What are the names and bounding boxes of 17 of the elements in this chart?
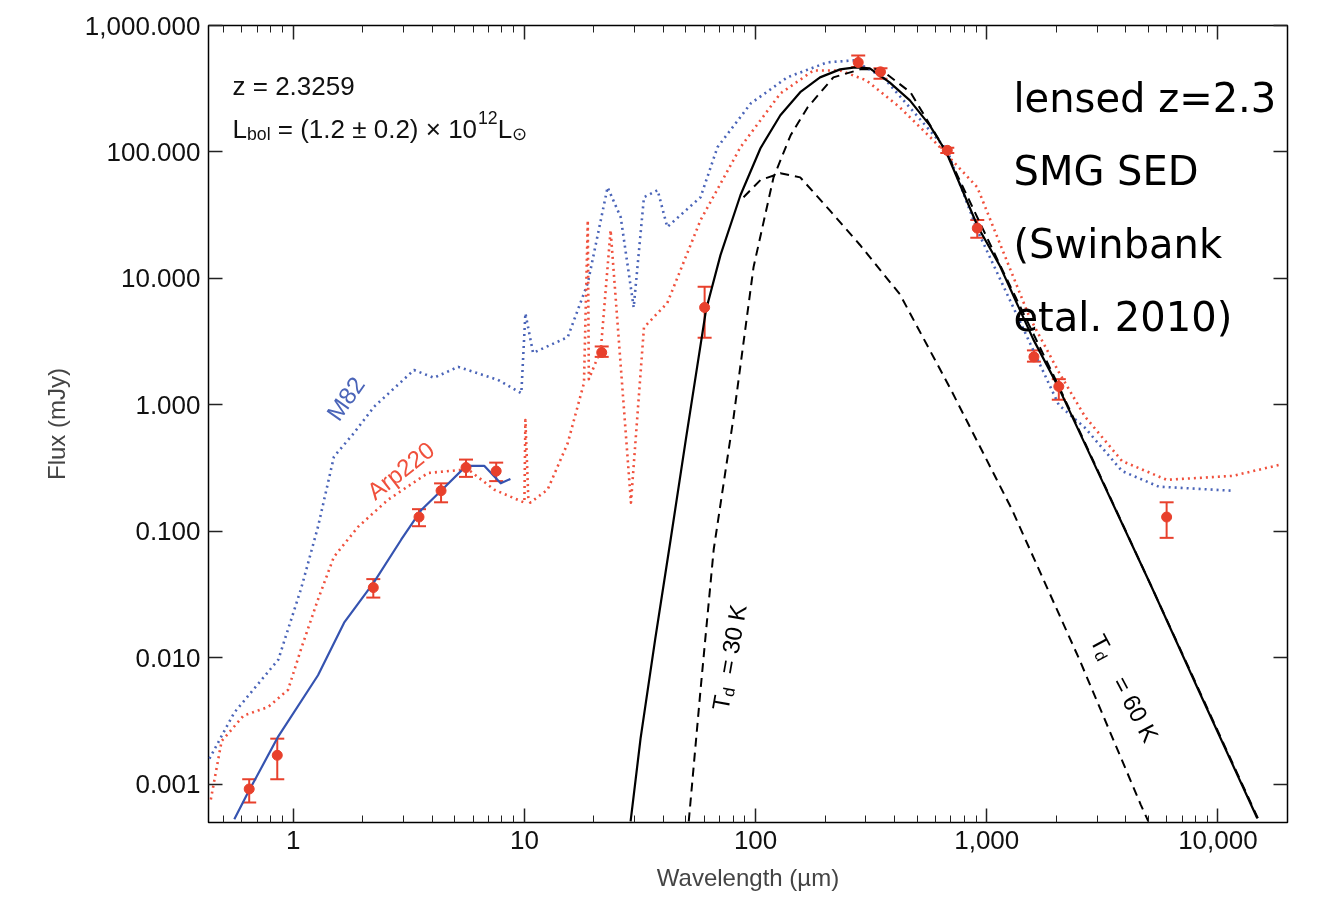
x-tick-label: 1 xyxy=(286,824,301,855)
y-tick-label: 0.010 xyxy=(135,642,201,673)
x-tick-label: 10 xyxy=(509,824,539,855)
annotation: z = 2.3259 xyxy=(232,70,355,101)
x-tick-label: 1,000 xyxy=(954,824,1020,855)
text: Td = 60 K xyxy=(1085,629,1165,747)
y-axis-title: Flux (mJy) xyxy=(42,368,70,480)
x-axis-title: Wavelength (µm) xyxy=(656,863,840,891)
y-tick-label: 1.000 xyxy=(135,389,201,420)
text: Td = 30 K xyxy=(706,602,752,713)
y-tick-label: 0.001 xyxy=(135,769,201,800)
x-tick-label: 100 xyxy=(733,824,778,855)
y-tick-label: 0.100 xyxy=(135,516,201,547)
y-tick-label: 10.000 xyxy=(120,263,201,294)
y-tick-label: 1,000.000 xyxy=(84,10,201,41)
x-tick-label: 10,000 xyxy=(1178,824,1258,855)
y-tick-label: 100.000 xyxy=(106,136,201,167)
